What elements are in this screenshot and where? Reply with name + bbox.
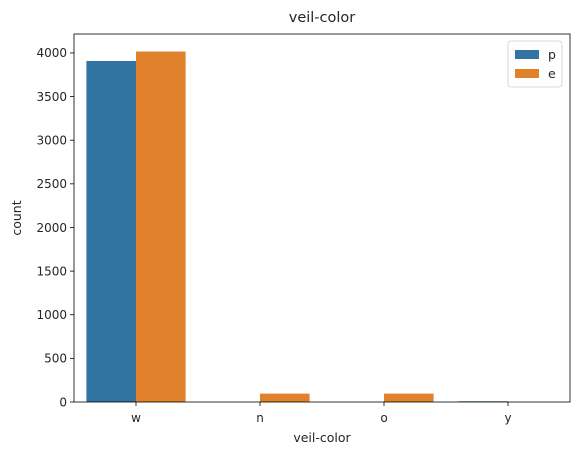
y-tick-label: 3500 <box>36 90 67 104</box>
y-axis: 0 500 1000 1500 2000 2500 3000 3500 4000 <box>36 46 74 409</box>
legend-label-e: e <box>548 66 556 81</box>
x-tick-label: w <box>131 411 141 425</box>
legend-label-p: p <box>548 47 556 62</box>
y-tick-label: 3000 <box>36 134 67 148</box>
x-tick-label: n <box>256 411 264 425</box>
legend-swatch-e <box>515 69 539 78</box>
y-tick-label: 4000 <box>36 46 67 60</box>
y-tick-label: 2000 <box>36 221 67 235</box>
y-tick-label: 1500 <box>36 264 67 278</box>
bar-e-w <box>136 51 186 402</box>
bar-p-w <box>86 60 136 402</box>
y-tick-label: 500 <box>44 352 67 366</box>
bar-e-o <box>384 393 434 402</box>
x-tick-label: y <box>504 411 511 425</box>
legend-swatch-p <box>515 50 539 59</box>
y-axis-label: count <box>9 200 24 235</box>
bars-group <box>86 51 508 402</box>
plot-frame <box>73 33 571 403</box>
x-axis-label: veil-color <box>293 430 351 445</box>
chart-title: veil-color <box>289 10 356 26</box>
y-tick-label: 0 <box>59 395 67 409</box>
x-tick-label: o <box>380 411 387 425</box>
bar-e-n <box>260 393 310 402</box>
y-tick-label: 2500 <box>36 177 67 191</box>
y-tick-label: 1000 <box>36 308 67 322</box>
legend: pe <box>507 40 563 88</box>
